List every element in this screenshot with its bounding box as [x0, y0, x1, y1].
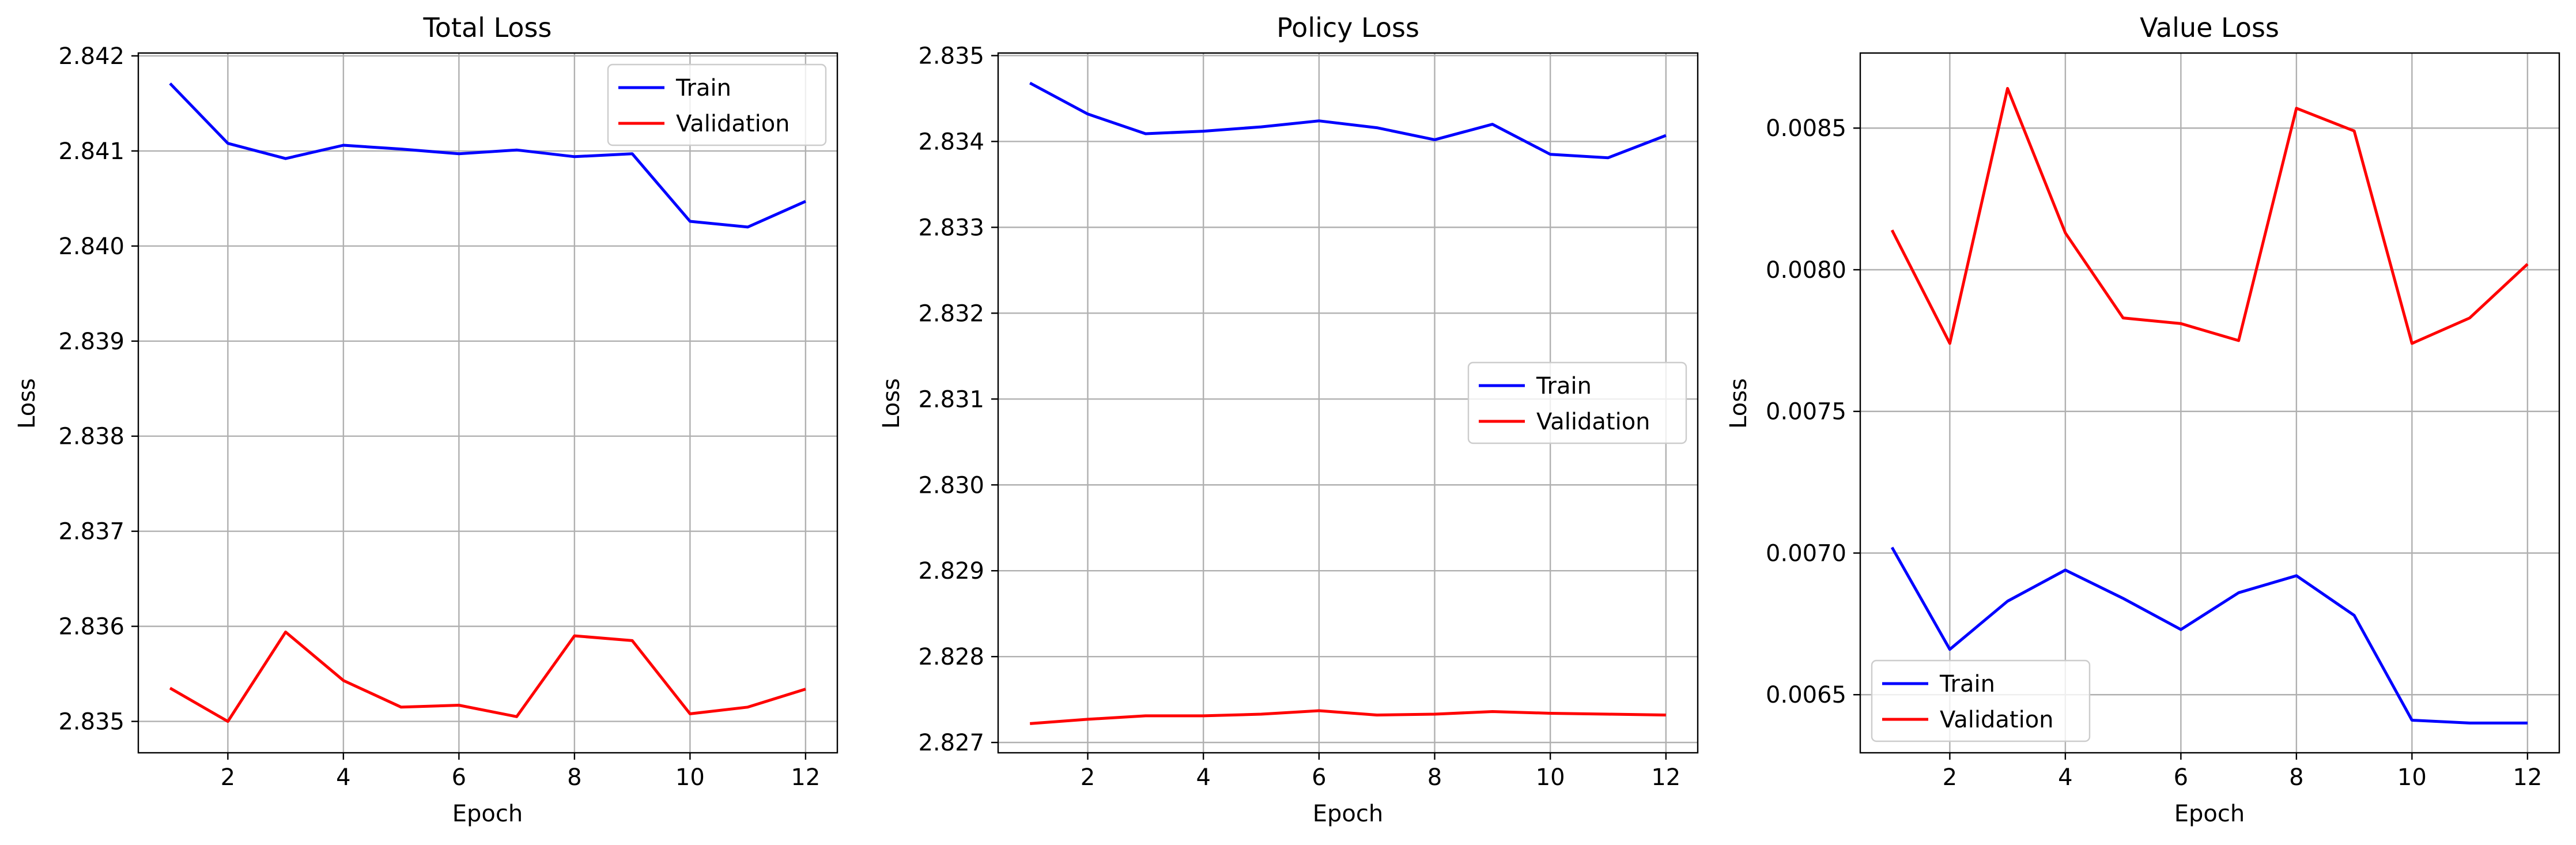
y-tick-label: 2.838 [58, 424, 124, 450]
x-tick-label: 4 [2058, 764, 2072, 791]
y-tick-label: 2.842 [58, 43, 124, 70]
y-tick-label: 0.0065 [1766, 682, 1846, 708]
legend-box [607, 63, 827, 146]
legend-label-train: Train [1536, 373, 1592, 399]
legend-box [1871, 659, 2091, 742]
y-axis-label: Loss [14, 378, 40, 429]
panel-value-loss: Value Loss Epoch Loss 2 4 6 8 10 12 0.0065 0.00… [1725, 12, 2560, 827]
y-tick-label: 2.828 [918, 644, 984, 670]
legend-label-train: Train [675, 75, 731, 101]
x-axis-label: Epoch [452, 801, 523, 827]
panel-total-loss: Total Loss Epoch Loss 2 4 6 8 10 12 2.835 2.836… [14, 12, 838, 827]
gridlines [1860, 53, 2559, 753]
legend: Train Validation [1467, 361, 1687, 444]
y-tick-label: 2.837 [58, 519, 124, 545]
y-tick-label: 2.830 [918, 472, 984, 499]
y-tick-label: 2.835 [918, 43, 984, 69]
x-tick-label: 10 [2397, 764, 2427, 791]
series-line-train [1890, 546, 2528, 725]
x-tick-label: 4 [336, 764, 350, 791]
legend: Train Validation [1871, 659, 2091, 742]
plot-frame [137, 52, 838, 754]
legend-label-validation: Validation [1536, 409, 1650, 435]
y-tick-label: 2.832 [918, 300, 984, 327]
panel-policy-loss: Policy Loss Epoch Loss 2 4 6 8 10 12 2.827 2.82… [878, 12, 1699, 827]
y-axis-label: Loss [1725, 378, 1752, 429]
x-tick-label: 8 [1427, 764, 1442, 791]
y-tick-label: 0.0070 [1766, 540, 1846, 567]
x-tick-label: 6 [452, 764, 466, 791]
axis-ticks: 2 4 6 8 10 12 2.835 2.836 2.837 2.838 2.839 2.840 2.… [58, 43, 820, 791]
series-line-train [1029, 81, 1667, 160]
x-tick-label: 8 [2289, 764, 2303, 791]
chart-title: Value Loss [2140, 12, 2279, 43]
x-tick-label: 2 [1081, 764, 1095, 791]
x-axis-label: Epoch [2174, 801, 2245, 827]
y-tick-label: 2.829 [918, 558, 984, 584]
series-line-validation [1890, 86, 2529, 345]
gridlines [138, 53, 837, 753]
series-line-validation [169, 631, 806, 723]
y-tick-label: 2.841 [58, 138, 124, 165]
chart-title: Total Loss [423, 12, 552, 43]
legend: Train Validation [607, 63, 827, 146]
plot-frame [997, 52, 1699, 754]
y-tick-label: 2.836 [58, 614, 124, 640]
x-tick-label: 8 [567, 764, 581, 791]
plot-frame [1859, 52, 2560, 754]
y-tick-label: 2.827 [918, 730, 984, 756]
legend-label-validation: Validation [1940, 707, 2054, 733]
x-tick-label: 12 [791, 764, 820, 791]
y-tick-label: 2.840 [58, 233, 124, 260]
axis-ticks: 2 4 6 8 10 12 0.0065 0.0070 0.0075 0.0080 0.0085 [1766, 115, 2542, 791]
y-tick-label: 2.831 [918, 386, 984, 413]
x-tick-label: 12 [1651, 764, 1680, 791]
x-tick-label: 6 [2174, 764, 2188, 791]
x-tick-label: 10 [675, 764, 705, 791]
series-line-validation [1030, 709, 1666, 725]
y-tick-label: 2.835 [58, 709, 124, 735]
legend-box [1467, 361, 1687, 444]
x-tick-label: 10 [1536, 764, 1565, 791]
y-tick-label: 0.0075 [1766, 399, 1846, 425]
x-tick-label: 2 [1943, 764, 1957, 791]
x-tick-label: 6 [1312, 764, 1326, 791]
x-tick-label: 12 [2513, 764, 2542, 791]
x-axis-label: Epoch [1313, 801, 1383, 827]
axis-ticks: 2 4 6 8 10 12 2.827 2.828 2.829 2.830 2.831 2.832 2.… [918, 43, 1680, 791]
y-tick-label: 2.839 [58, 329, 124, 355]
chart-title: Policy Loss [1276, 12, 1419, 43]
legend-label-validation: Validation [676, 111, 790, 137]
y-axis-label: Loss [878, 378, 905, 429]
series-line-train [169, 82, 806, 229]
y-tick-label: 2.833 [918, 214, 984, 241]
y-tick-label: 0.0085 [1766, 115, 1846, 142]
legend-label-train: Train [1939, 671, 1995, 697]
y-tick-label: 2.834 [918, 129, 984, 155]
y-tick-label: 0.0080 [1766, 257, 1846, 284]
x-tick-label: 2 [221, 764, 235, 791]
x-tick-label: 4 [1196, 764, 1210, 791]
